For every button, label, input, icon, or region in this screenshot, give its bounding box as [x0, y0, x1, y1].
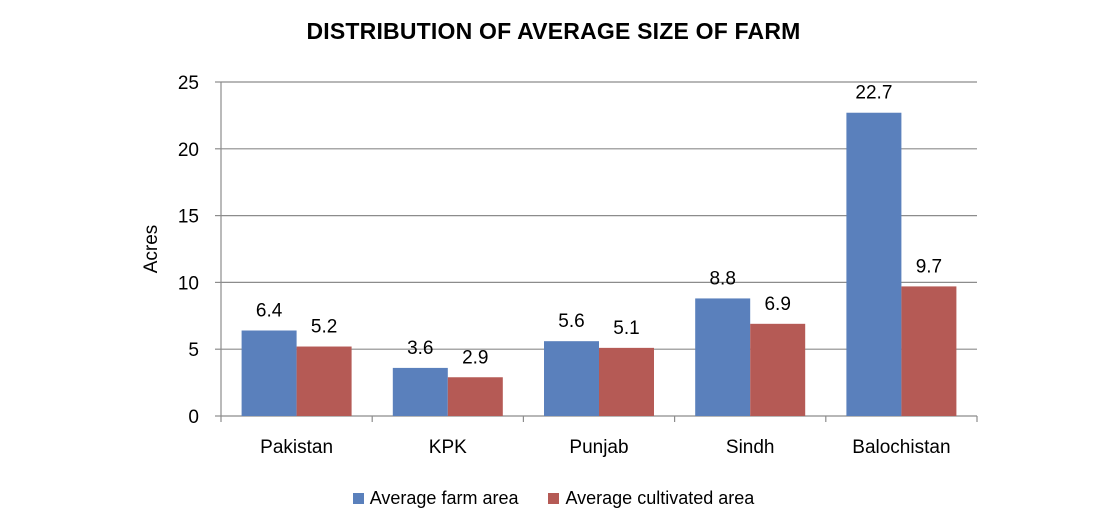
- bar: [695, 298, 751, 416]
- y-tick-label: 0: [188, 407, 199, 428]
- y-tick-label: 10: [178, 273, 199, 294]
- data-label: 9.7: [916, 256, 942, 277]
- legend-swatch: [548, 493, 560, 504]
- x-tick-label: Sindh: [726, 437, 775, 458]
- bar: [846, 112, 902, 416]
- bar: [901, 286, 957, 416]
- y-tick-label: 25: [178, 73, 199, 94]
- data-label: 22.7: [855, 83, 892, 104]
- bar: [241, 330, 297, 416]
- x-tick-label: Pakistan: [260, 437, 333, 458]
- legend-item-farm-area: Average farm area: [352, 488, 519, 509]
- chart-title: DISTRIBUTION OF AVERAGE SIZE OF FARM: [306, 18, 801, 44]
- legend: Average farm area Average cultivated are…: [0, 488, 1107, 509]
- x-tick-label: Punjab: [569, 437, 628, 458]
- data-labels: 6.4 5.2 3.6 2.9 5.6 5.1 8.8 6.9 22.7 9.7: [256, 83, 942, 369]
- data-label: 5.1: [613, 318, 639, 339]
- legend-item-cultivated-area: Average cultivated area: [548, 488, 754, 509]
- legend-swatch: [352, 493, 364, 504]
- bar: [544, 341, 599, 416]
- x-tick-label: KPK: [429, 437, 467, 458]
- data-label: 6.4: [256, 300, 283, 321]
- y-axis-label: Acres: [141, 225, 162, 274]
- x-tick-label: Balochistan: [852, 437, 950, 458]
- data-label: 3.6: [407, 338, 433, 359]
- data-label: 6.9: [764, 294, 790, 315]
- y-tick-label: 5: [188, 340, 199, 361]
- bar: [392, 367, 448, 416]
- bar: [296, 346, 352, 416]
- bar: [599, 347, 654, 416]
- data-label: 8.8: [709, 268, 735, 289]
- y-tick-label: 15: [178, 207, 199, 228]
- data-label: 5.2: [311, 317, 337, 338]
- legend-label: Average cultivated area: [565, 488, 755, 508]
- legend-label: Average farm area: [369, 488, 519, 508]
- data-label: 5.6: [558, 311, 584, 332]
- bars: [241, 112, 957, 416]
- data-label: 2.9: [462, 347, 488, 368]
- y-tick-label: 20: [178, 140, 199, 161]
- bar: [750, 323, 806, 416]
- bar: [447, 377, 503, 416]
